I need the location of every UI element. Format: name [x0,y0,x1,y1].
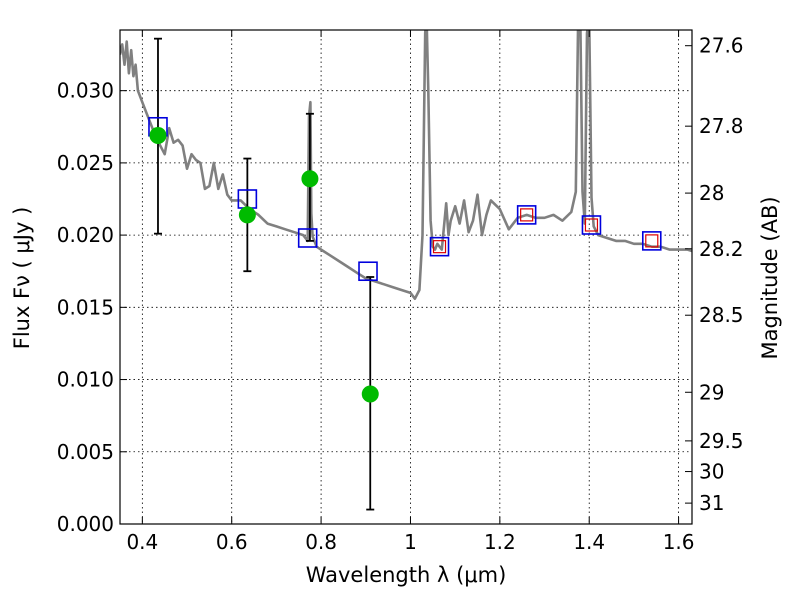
right-tick-label: 28.2 [699,237,744,261]
x-tick-label: 0.6 [216,530,248,554]
synthetic-box-inner [520,208,534,222]
y-tick-label: 0.015 [57,295,114,319]
right-tick-label: 28.5 [699,303,744,327]
x-tick-label: 1.6 [663,530,695,554]
x-tick-label: 0.4 [126,530,158,554]
right-tick-label: 29 [699,380,724,404]
synthetic-box [641,231,662,251]
right-axis-label: Magnitude (AB) [758,196,782,359]
model-spectrum-layer [120,30,692,300]
synthetic-box-inner [645,234,659,248]
right-tick-label: 29.5 [699,429,744,453]
x-axis-label: Wavelength λ (μm) [306,563,507,587]
y-axis-label: Flux Fν ( μJy ) [10,207,34,350]
y-tick-label: 0.025 [57,151,114,175]
tick-layer [120,30,692,525]
observed-point-layer [149,126,379,403]
observed-point [149,126,167,144]
y-tick-label: 0.020 [57,223,114,247]
right-tick-label: 27.6 [699,34,744,58]
y-tick-label: 0.010 [57,368,114,392]
observed-point [238,206,256,224]
tick-label-layer: 0.4 0.6 0.8 1 1.2 1.4 1.6 0.000 0.005 0.010 0.015 0… [57,34,744,554]
right-tick-label: 28 [699,181,724,205]
y-tick-label: 0.005 [57,440,114,464]
y-tick-label: 0.030 [57,79,114,103]
observed-point [301,170,319,188]
right-tick-label: 31 [699,491,724,515]
synthetic-box [516,205,537,225]
x-tick-label: 1.4 [573,530,605,554]
y-tick-label: 0.000 [57,512,114,536]
x-tick-label: 1.2 [484,530,516,554]
synthetic-box-inner [584,218,599,232]
synthetic-box [358,261,378,282]
synthetic-box-inner [432,240,447,254]
synthetic-box [581,215,602,235]
x-tick-label: 0.8 [305,530,337,554]
synthetic-box [429,236,450,257]
x-tick-label: 1 [404,530,417,554]
synthetic-box [297,228,318,248]
observed-point [361,385,379,403]
plot-frame [119,29,693,525]
model-spectrum-line [120,30,692,300]
right-tick-label: 30 [699,460,724,484]
right-tick-label: 27.8 [699,114,744,138]
